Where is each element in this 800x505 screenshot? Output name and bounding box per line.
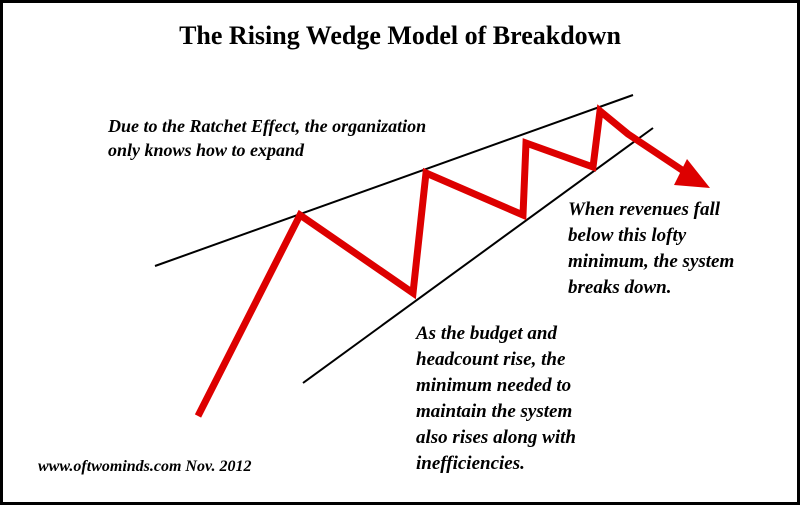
ratchet-note-line-2: only knows how to expand (108, 140, 305, 160)
revenue-zigzag-line (194, 104, 687, 418)
source-credit: www.oftwominds.com Nov. 2012 (38, 458, 252, 475)
diagram-frame: The Rising Wedge Model of Breakdown Due … (3, 3, 797, 502)
ratchet-note-line-1: Due to the Ratchet Effect, the organizat… (108, 116, 427, 136)
budget-note-line-2: headcount rise, the (416, 349, 566, 370)
budget-note-line-4: maintain the system (416, 401, 573, 422)
revenue-note-line-1: When revenues fall (568, 199, 720, 220)
budget-note-line-6: inefficiencies. (416, 453, 525, 474)
budget-note-line-1: As the budget and (416, 323, 557, 344)
budget-note-line-3: minimum needed to (416, 375, 572, 396)
revenue-note-line-4: breaks down. (568, 277, 672, 298)
upper-resistance-line (154, 94, 634, 267)
ratchet-note: Due to the Ratchet Effect, the organizat… (108, 114, 426, 162)
revenue-note-line-2: below this lofty (568, 225, 687, 246)
revenue-note: When revenues fall below this lofty mini… (568, 197, 734, 301)
diagram-title: The Rising Wedge Model of Breakdown (179, 21, 621, 50)
budget-note: As the budget and headcount rise, the mi… (416, 321, 576, 477)
wedge-diagram (154, 94, 710, 418)
revenue-note-line-3: minimum, the system (568, 251, 735, 272)
budget-note-line-5: also rises along with (416, 427, 576, 448)
breakdown-arrowhead (674, 159, 710, 188)
